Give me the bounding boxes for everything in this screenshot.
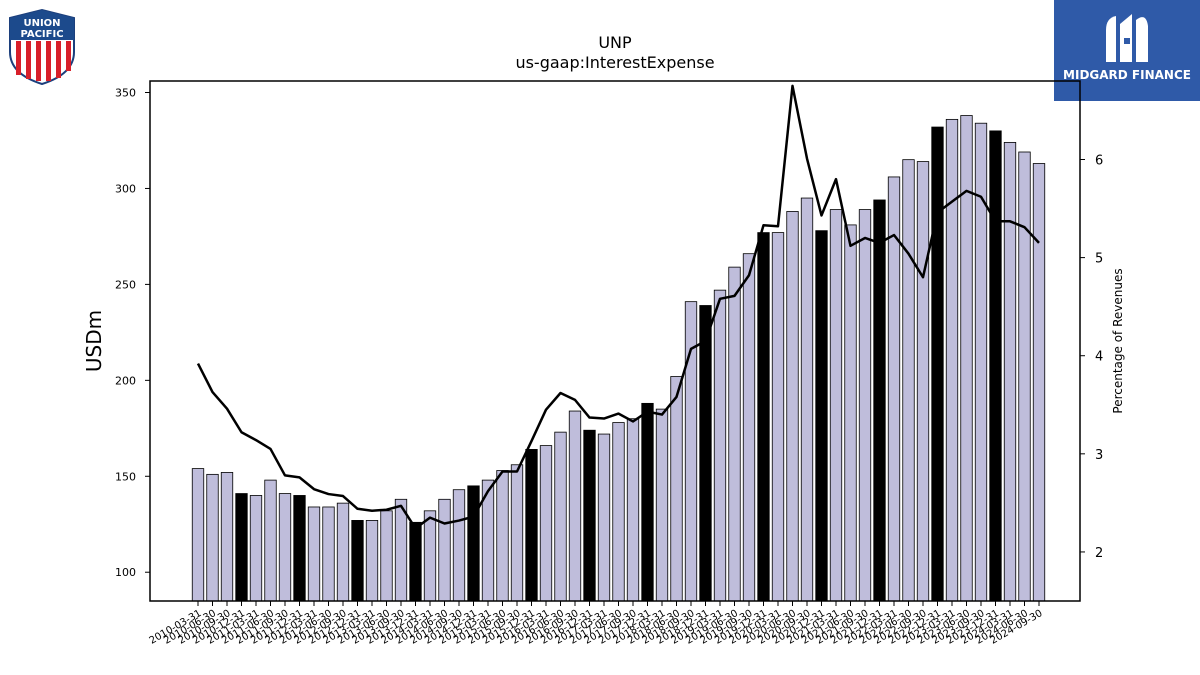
y2-tick-label: 4 <box>1095 350 1103 365</box>
bar <box>945 118 959 602</box>
bar <box>786 211 799 602</box>
bar <box>844 224 857 602</box>
bar <box>293 495 306 602</box>
y2-tick-label: 6 <box>1095 153 1103 168</box>
bar <box>409 521 422 602</box>
bar <box>467 485 480 602</box>
y-tick-label: 300 <box>115 182 136 195</box>
bar <box>1032 163 1046 602</box>
y2-tick-label: 3 <box>1095 448 1103 463</box>
y-axis-label: USDm <box>82 310 106 372</box>
bar <box>626 418 640 602</box>
bar <box>307 506 321 602</box>
bar <box>438 498 451 602</box>
bar <box>278 493 292 602</box>
y-tick-label: 350 <box>115 87 136 100</box>
bar <box>742 253 756 602</box>
y-tick-label: 150 <box>115 470 136 483</box>
bar <box>670 376 683 602</box>
bar <box>757 232 770 602</box>
logo-line2: PACIFIC <box>20 29 63 40</box>
bar <box>1003 141 1017 602</box>
bar <box>771 232 785 602</box>
bar <box>452 489 466 602</box>
bar <box>235 493 248 602</box>
bar <box>641 402 654 602</box>
bar <box>597 433 611 602</box>
bar <box>510 464 524 602</box>
y2-tick-label: 2 <box>1095 546 1103 561</box>
y-tick-label: 200 <box>115 374 136 387</box>
y2-tick-label: 5 <box>1095 252 1103 267</box>
y-tick-label: 100 <box>115 566 136 579</box>
chart-title: UNP <box>598 33 632 52</box>
bar <box>713 289 727 602</box>
bar <box>800 197 814 602</box>
midgard-mark-icon <box>1106 14 1148 62</box>
bar <box>815 230 828 602</box>
bar <box>829 209 843 602</box>
bar <box>989 130 1002 602</box>
bar <box>931 126 944 602</box>
bar <box>612 422 625 602</box>
bar <box>699 305 712 602</box>
bar <box>206 473 219 602</box>
logo-line1: UNION <box>23 18 60 29</box>
union-pacific-logo: UNION PACIFIC <box>9 8 75 86</box>
bar <box>902 159 915 602</box>
bar <box>336 502 350 602</box>
bar <box>728 266 741 602</box>
y-tick-label: 250 <box>115 278 136 291</box>
bar <box>249 495 263 602</box>
bar <box>873 199 886 602</box>
x-axis: 2010-03-312010-06-302010-09-302010-12-31… <box>148 601 1045 647</box>
bar <box>539 445 553 602</box>
bar <box>351 520 364 602</box>
bars-layer <box>191 115 1046 602</box>
brand-name: MIDGARD FINANCE <box>1063 68 1191 82</box>
y-axis-left: 100 150 200 250 300 350 <box>115 87 150 579</box>
bar <box>858 209 872 602</box>
bar <box>916 161 930 602</box>
bar <box>1018 151 1031 602</box>
chart-subtitle: us-gaap:InterestExpense <box>515 53 714 72</box>
bar <box>554 431 567 602</box>
y-axis-right: 2 3 4 5 6 <box>1080 153 1103 561</box>
bar <box>264 479 277 602</box>
bar <box>960 115 973 602</box>
line-layer <box>196 84 1040 530</box>
bar <box>191 468 205 602</box>
bar <box>496 470 509 602</box>
bar <box>220 472 234 602</box>
midgard-finance-logo: MIDGARD FINANCE <box>1054 0 1200 101</box>
logo-stripes <box>16 41 71 81</box>
bar <box>365 520 379 602</box>
bar <box>568 410 582 602</box>
bar <box>322 506 335 602</box>
plot-frame <box>149 80 1081 602</box>
bar <box>423 510 437 602</box>
bar <box>525 449 538 602</box>
series-line <box>196 84 1040 530</box>
bar <box>394 498 408 602</box>
bar <box>380 510 393 602</box>
y2-axis-label: Percentage of Revenues <box>1111 268 1125 413</box>
bar <box>583 429 596 602</box>
bar <box>655 408 669 602</box>
